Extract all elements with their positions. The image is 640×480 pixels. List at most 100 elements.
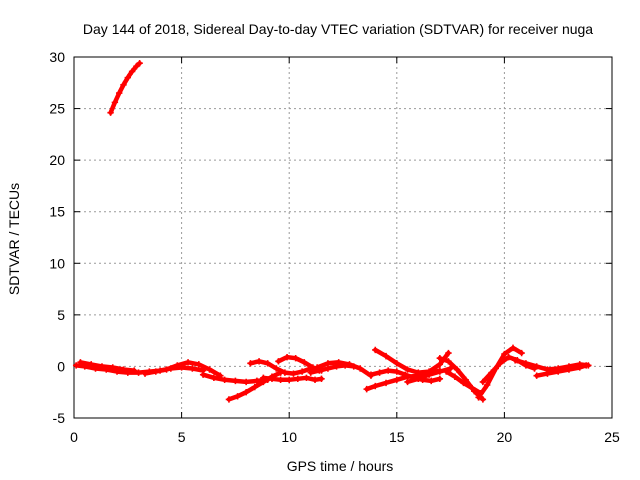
data-point	[221, 376, 228, 384]
series-arc-18	[475, 344, 525, 401]
data-point	[141, 370, 149, 377]
data-point	[402, 371, 409, 378]
series-trace	[276, 354, 324, 373]
data-point	[111, 99, 119, 106]
data-point	[255, 358, 263, 365]
data-point	[294, 375, 302, 383]
data-point	[206, 366, 213, 373]
data-point	[511, 357, 519, 364]
data-point	[109, 364, 116, 371]
y-axis-label: SDTVAR / TECUs	[6, 183, 22, 295]
data-point	[479, 378, 487, 386]
x-tick-label: 25	[604, 429, 620, 445]
data-point	[242, 378, 250, 386]
data-point	[283, 353, 291, 361]
data-point	[505, 353, 512, 361]
data-point	[234, 393, 241, 400]
data-point	[163, 366, 170, 373]
x-tick-label: 5	[178, 429, 186, 445]
data-point	[253, 377, 261, 385]
data-point	[232, 377, 239, 385]
data-point	[120, 366, 127, 373]
data-point	[522, 360, 530, 367]
chart-title: Day 144 of 2018, Sidereal Day-to-day VTE…	[83, 21, 593, 37]
data-point	[107, 109, 114, 116]
data-point	[242, 389, 250, 396]
data-point	[436, 361, 444, 368]
data-point	[199, 371, 207, 378]
data-point	[307, 369, 314, 376]
data-point	[303, 374, 310, 381]
data-point	[72, 362, 80, 369]
plot-frame	[73, 56, 613, 419]
series-arc-11	[307, 362, 357, 376]
data-point	[77, 359, 84, 366]
data-point	[393, 376, 400, 384]
y-tick-label: 20	[49, 152, 65, 168]
data-point	[264, 360, 271, 367]
data-point	[367, 371, 375, 378]
data-point	[115, 89, 123, 97]
data-point	[311, 376, 319, 384]
data-point	[350, 363, 357, 370]
data-point	[189, 365, 196, 372]
data-point	[210, 374, 218, 381]
data-point	[98, 363, 106, 370]
data-point	[501, 350, 508, 358]
data-point	[425, 371, 433, 378]
data-point	[251, 383, 258, 391]
data-point	[128, 68, 136, 75]
data-point	[268, 375, 276, 383]
y-tick-label: -5	[53, 410, 66, 426]
data-point	[428, 377, 435, 385]
series-arc-3	[77, 359, 138, 374]
data-point	[136, 59, 143, 67]
data-point	[88, 361, 95, 368]
series-trace	[476, 345, 524, 400]
x-tick-label: 10	[281, 429, 297, 445]
data-point	[135, 369, 142, 376]
data-point	[324, 365, 332, 372]
data-point	[174, 362, 181, 369]
data-point	[436, 368, 444, 375]
series-arc-17	[443, 368, 484, 397]
data-point	[509, 344, 517, 352]
data-point	[260, 374, 267, 381]
series-arc-1	[107, 59, 143, 116]
data-point	[404, 378, 411, 386]
data-point	[133, 63, 140, 70]
data-point	[275, 358, 282, 365]
data-point	[372, 382, 379, 390]
data-point	[382, 352, 390, 360]
y-tick-label: 15	[49, 204, 65, 220]
data-point	[393, 360, 400, 367]
x-tick-label: 20	[497, 429, 513, 445]
data-point	[443, 368, 450, 375]
data-point	[333, 363, 340, 370]
data-point	[152, 368, 159, 375]
data-point	[533, 363, 540, 370]
y-tick-label: 10	[49, 255, 65, 271]
data-point	[404, 366, 411, 373]
data-point	[445, 358, 452, 365]
data-point	[415, 375, 422, 383]
y-tick-label: 0	[57, 358, 65, 374]
data-point	[290, 370, 297, 377]
data-point	[436, 354, 444, 362]
y-tick-label: 5	[57, 307, 65, 323]
data-point	[195, 361, 203, 368]
data-point	[298, 368, 306, 375]
series-arc-13	[367, 367, 444, 385]
data-point	[292, 354, 299, 362]
data-point	[184, 359, 192, 366]
data-point	[415, 369, 422, 376]
data-point	[124, 74, 131, 81]
data-point	[582, 362, 590, 369]
x-tick-label: 15	[389, 429, 405, 445]
data-point	[286, 376, 293, 384]
data-point	[318, 375, 325, 383]
x-tick-label: 0	[70, 429, 78, 445]
data-point	[479, 396, 487, 403]
